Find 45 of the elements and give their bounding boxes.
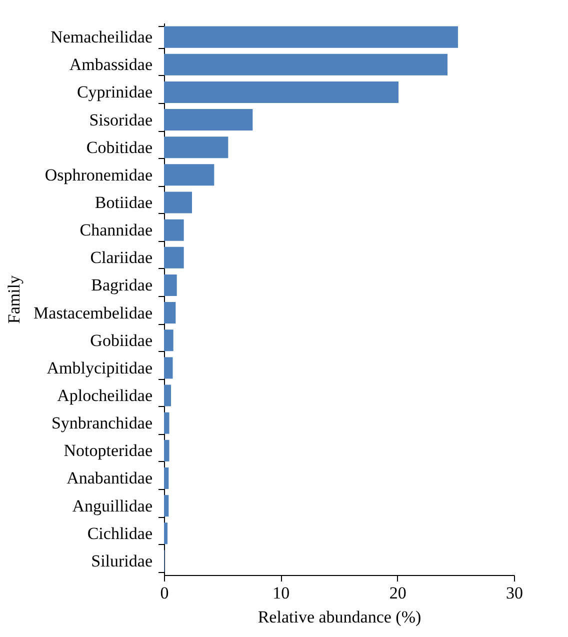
bar	[164, 164, 214, 186]
y-tick-label: Cobitidae	[86, 138, 152, 157]
bar	[164, 26, 458, 48]
bar	[164, 384, 171, 406]
bar	[164, 54, 448, 76]
bar	[164, 330, 174, 352]
bar	[164, 192, 192, 214]
bar	[164, 522, 168, 544]
y-tick-label: Bagridae	[91, 276, 152, 295]
y-tick-label: Aplocheilidae	[57, 386, 152, 406]
y-tick-label: Anguillidae	[72, 496, 152, 516]
bar	[164, 357, 173, 379]
y-tick-label: Cichlidae	[87, 524, 152, 543]
x-axis-title: Relative abundance (%)	[258, 608, 422, 626]
y-tick-label: Cyprinidae	[76, 82, 152, 102]
y-tick-label: Sisoridae	[89, 110, 152, 130]
y-tick-label: Ambassidae	[69, 55, 152, 74]
bar	[164, 467, 169, 489]
x-tick-label: 10	[272, 584, 290, 602]
y-tick-label: Osphronemidae	[44, 165, 152, 184]
bar	[164, 109, 253, 131]
x-tick-label: 20	[389, 584, 406, 602]
y-tick-label: Gobiidae	[90, 330, 152, 350]
bar	[164, 412, 170, 434]
y-tick-label: Siluridae	[91, 551, 152, 570]
x-tick-label: 30	[506, 584, 523, 602]
y-tick-label: Clariidae	[90, 248, 152, 268]
bar	[164, 495, 169, 517]
y-tick-label: Botiidae	[94, 192, 152, 212]
bar	[164, 440, 170, 462]
bar	[164, 136, 228, 158]
bar	[164, 274, 177, 296]
bar	[164, 81, 398, 103]
bar	[164, 246, 184, 268]
y-tick-label: Amblycipitidae	[46, 358, 152, 378]
x-tick-label: 0	[160, 584, 169, 602]
y-tick-label: Nemacheilidae	[50, 28, 152, 47]
y-tick-label: Mastacembelidae	[34, 303, 152, 322]
y-tick-label: Notopteridae	[64, 441, 152, 460]
y-tick-label: Channidae	[80, 220, 152, 240]
y-tick-label: Synbranchidae	[51, 414, 152, 433]
y-tick-label: Anabantidae	[66, 468, 152, 488]
y-axis-title: Family	[4, 274, 24, 324]
bar	[164, 219, 184, 241]
bar	[164, 302, 176, 324]
